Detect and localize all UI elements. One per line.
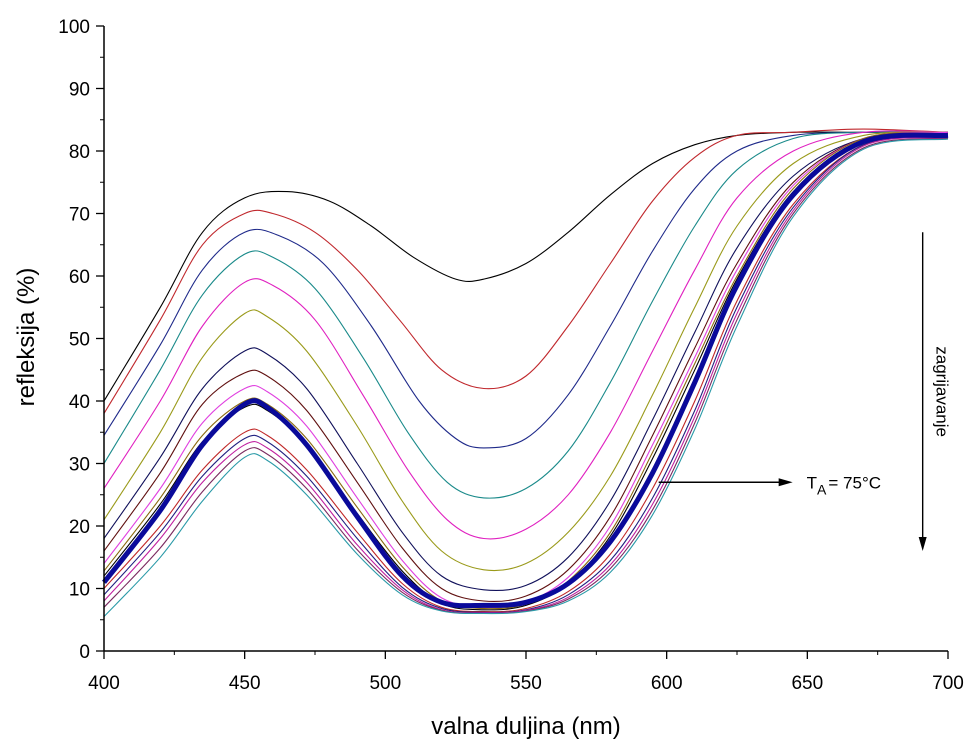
y-axis-title: refleksija (%) (13, 268, 40, 407)
series-layer (102, 128, 949, 617)
series-line-8 (103, 131, 949, 603)
x-tick-label: 450 (229, 673, 261, 694)
x-tick-label: 500 (369, 673, 401, 694)
y-tick-label: 30 (69, 455, 90, 476)
x-tick-label: 700 (932, 673, 964, 694)
series-line-6 (103, 131, 949, 572)
series-line-3 (103, 131, 949, 449)
series-line-highlighted (102, 132, 949, 609)
y-tick-label: 10 (69, 580, 90, 601)
y-tick-label: 60 (69, 267, 90, 288)
y-tick-label: 0 (79, 642, 90, 663)
series-line-9 (103, 131, 949, 609)
y-tick-label: 80 (69, 142, 90, 163)
series-line-17 (103, 138, 949, 617)
series-line-11 (103, 133, 949, 611)
axes-layer: 0 10 20 30 40 50 60 70 80 90 100 400 450 500 550 600 650… (58, 17, 964, 694)
y-tick-label: 40 (69, 392, 90, 413)
y-tick-label: 20 (69, 517, 90, 538)
x-tick-label: 600 (651, 673, 683, 694)
series-line-7 (103, 131, 949, 592)
series-line-13 (103, 136, 949, 613)
series-line-10 (103, 132, 949, 610)
y-tick-label: 100 (58, 17, 90, 38)
series-line-14 (103, 136, 949, 613)
x-axis-title: valna duljina (nm) (431, 713, 620, 740)
x-tick-label: 400 (88, 673, 120, 694)
y-tick-label: 70 (69, 205, 90, 226)
annotation-layer: TA = 75°C zagrijavanje (658, 232, 952, 551)
annotation-arrow-head (778, 478, 793, 487)
direction-arrow-head (918, 537, 927, 551)
y-tick-label: 90 (69, 80, 90, 101)
direction-label: zagrijavanje (933, 346, 952, 437)
x-tick-label: 650 (791, 673, 823, 694)
y-tick-label: 50 (69, 330, 90, 351)
x-tick-label: 550 (510, 673, 542, 694)
annotation-label: TA = 75°C (807, 473, 881, 497)
series-line-4 (103, 131, 949, 499)
series-line-5 (103, 130, 949, 540)
series-line-2 (103, 128, 949, 414)
